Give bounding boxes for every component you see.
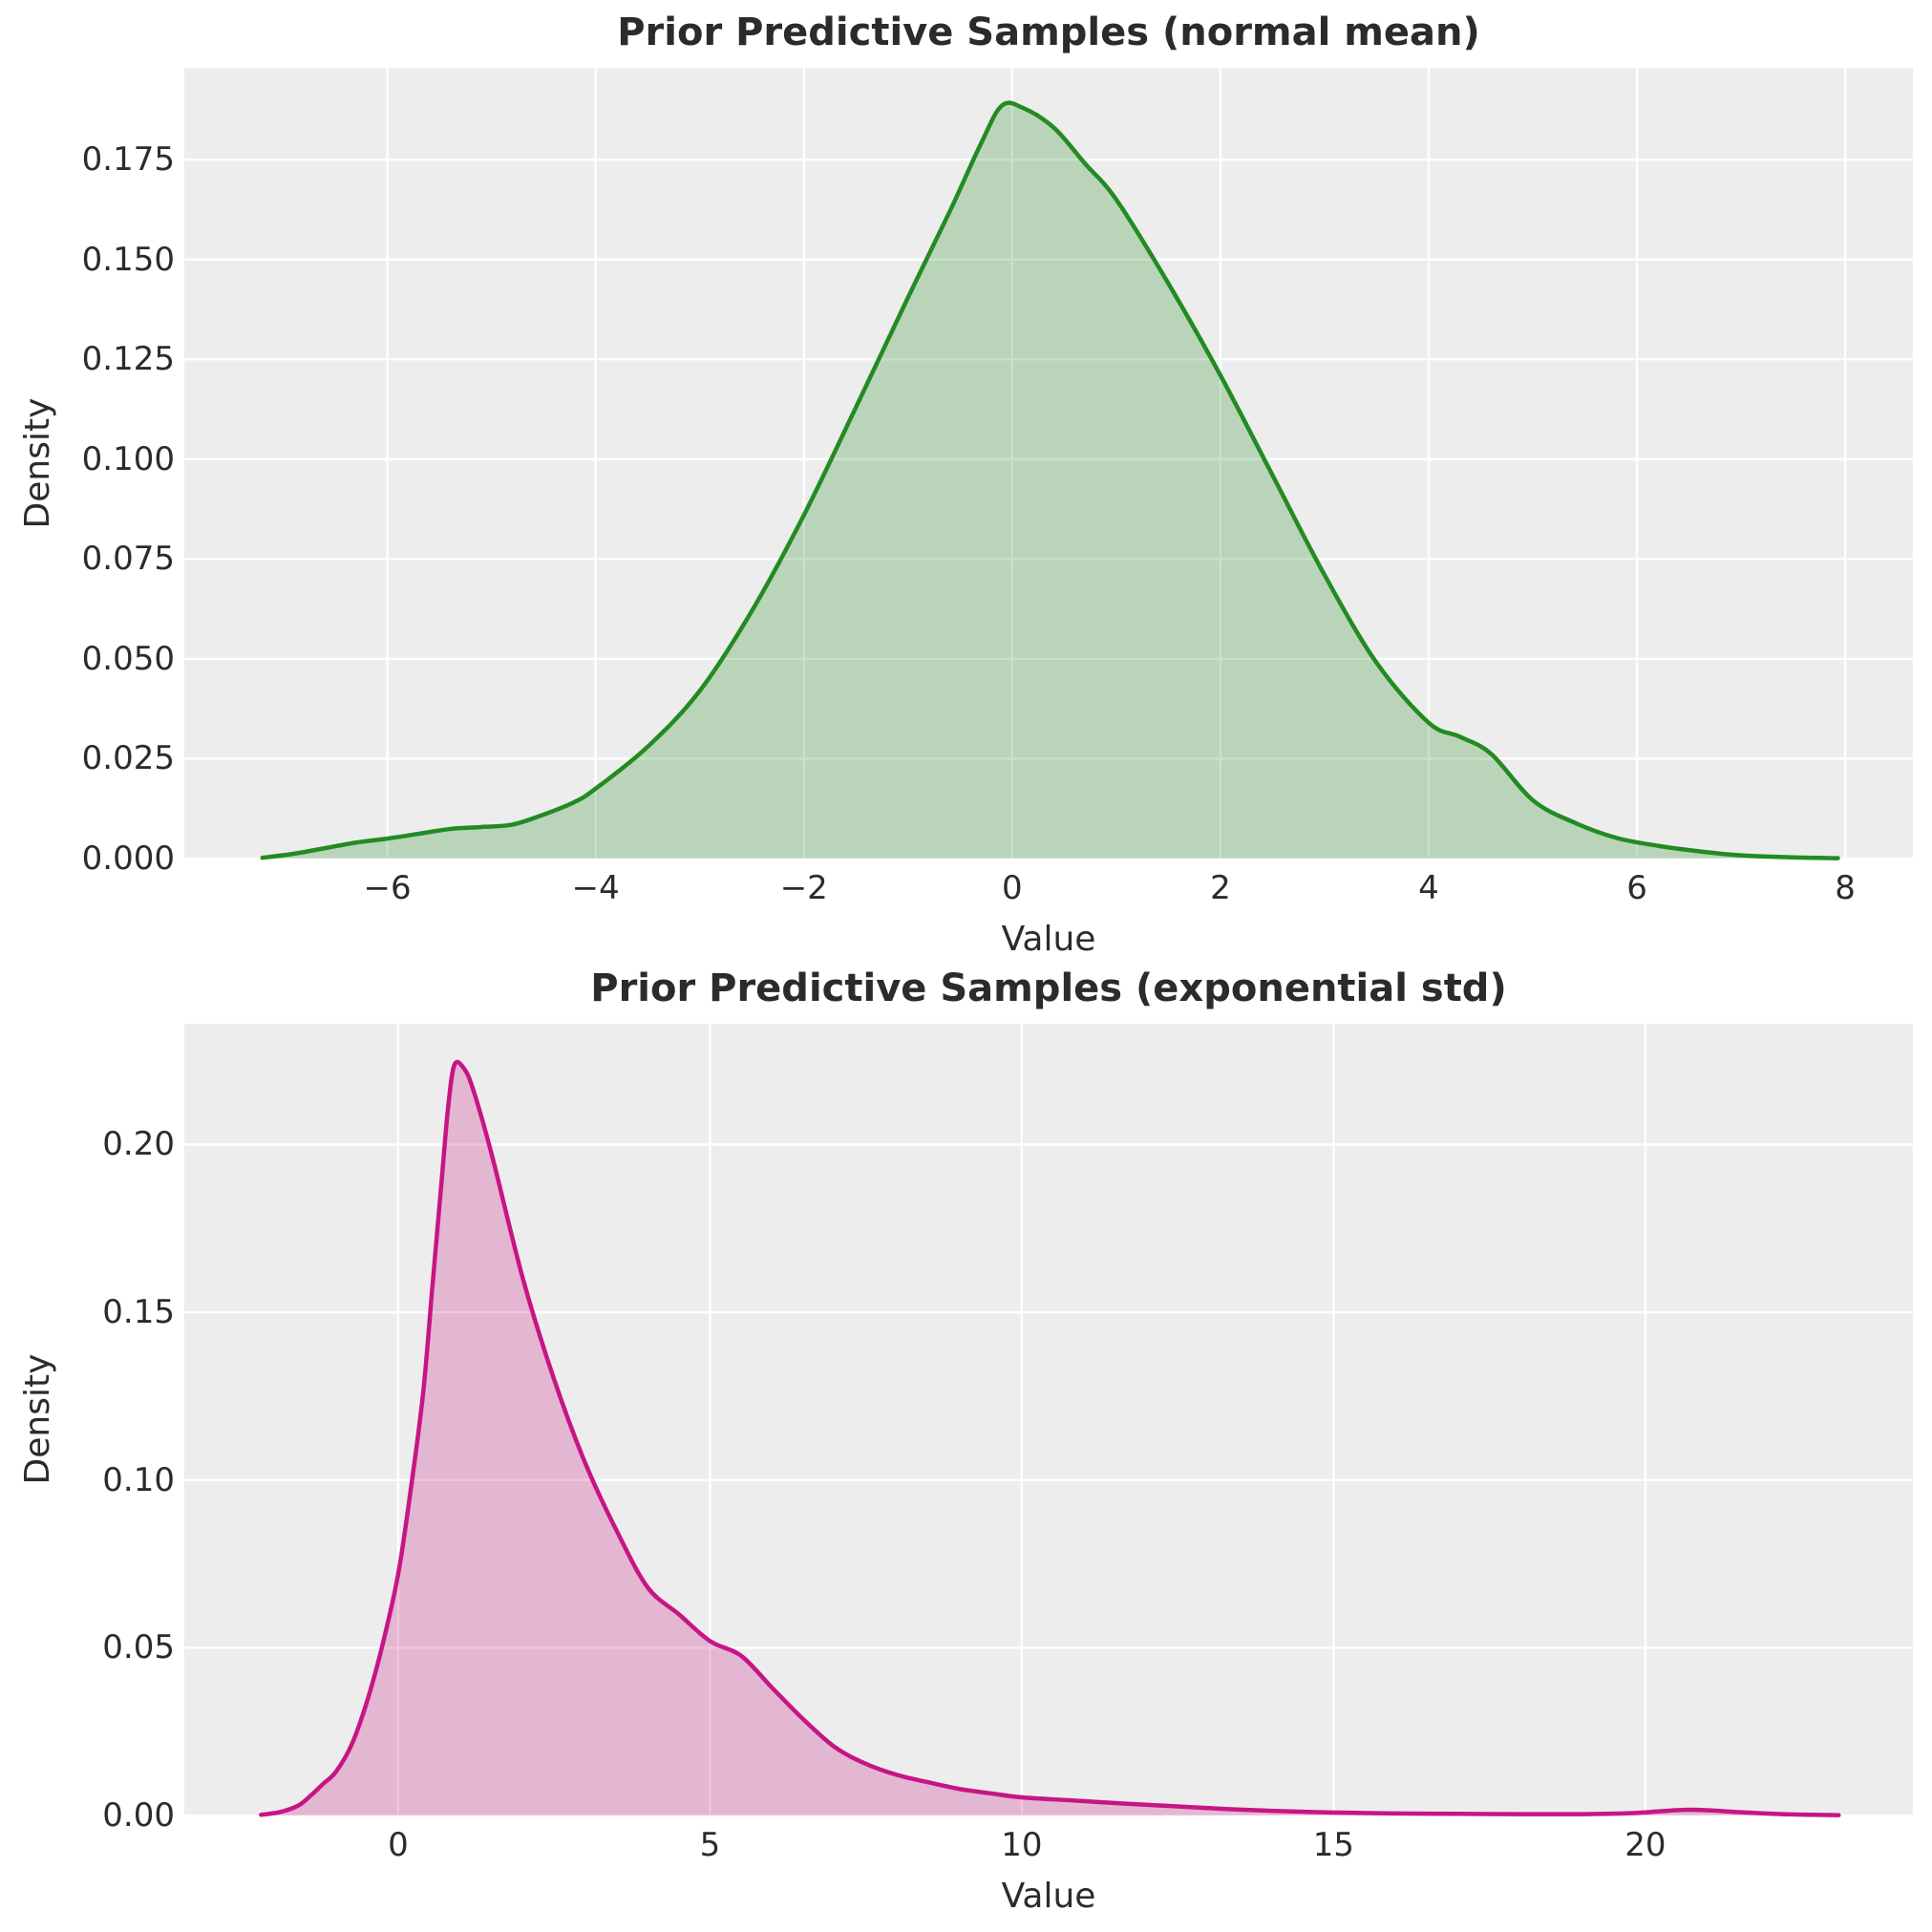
bottom-chart-title: Prior Predictive Samples (exponential st… bbox=[590, 966, 1507, 1010]
x-tick-label: −4 bbox=[571, 869, 620, 907]
bottom-chart-xlabel: Value bbox=[1001, 1877, 1096, 1916]
x-tick-label: 10 bbox=[1001, 1826, 1043, 1864]
kde-line bbox=[260, 100, 1840, 860]
kde-line bbox=[259, 1059, 1841, 1817]
y-tick-label: 0.000 bbox=[81, 839, 175, 878]
bottom-chart-canvas bbox=[184, 1024, 1913, 1817]
y-tick-label: 0.00 bbox=[102, 1796, 175, 1835]
x-tick-label: 2 bbox=[1210, 869, 1231, 907]
x-tick-label: 8 bbox=[1835, 869, 1856, 907]
x-tick-label: 4 bbox=[1418, 869, 1439, 907]
x-tick-label: 15 bbox=[1312, 1826, 1355, 1864]
x-tick-label: 5 bbox=[699, 1826, 721, 1864]
y-tick-label: 0.075 bbox=[81, 540, 175, 579]
y-tick-label: 0.150 bbox=[81, 240, 175, 279]
y-tick-label: 0.100 bbox=[81, 439, 175, 478]
y-tick-label: 0.10 bbox=[102, 1460, 175, 1499]
top-chart-xlabel: Value bbox=[1001, 920, 1096, 959]
y-tick-label: 0.20 bbox=[102, 1125, 175, 1164]
top-chart-title: Prior Predictive Samples (normal mean) bbox=[617, 11, 1480, 54]
top-chart-axes bbox=[184, 68, 1913, 860]
kde-fill bbox=[262, 102, 1838, 860]
top-chart-canvas bbox=[184, 68, 1913, 860]
x-tick-label: 0 bbox=[388, 1826, 409, 1864]
x-tick-label: −2 bbox=[779, 869, 828, 907]
x-tick-label: 6 bbox=[1626, 869, 1647, 907]
x-tick-label: 20 bbox=[1624, 1826, 1667, 1864]
x-tick-label: 0 bbox=[1002, 869, 1023, 907]
x-tick-label: −6 bbox=[363, 869, 412, 907]
y-tick-label: 0.050 bbox=[81, 639, 175, 678]
y-tick-label: 0.175 bbox=[81, 140, 175, 180]
kde-fill bbox=[261, 1062, 1839, 1815]
gridlines bbox=[184, 68, 1913, 860]
y-tick-label: 0.025 bbox=[81, 739, 175, 778]
y-tick-label: 0.05 bbox=[102, 1628, 175, 1667]
bottom-chart-ylabel: Density bbox=[18, 1353, 57, 1485]
y-tick-label: 0.125 bbox=[81, 340, 175, 379]
bottom-chart-axes bbox=[184, 1024, 1913, 1817]
y-tick-label: 0.15 bbox=[102, 1293, 175, 1332]
